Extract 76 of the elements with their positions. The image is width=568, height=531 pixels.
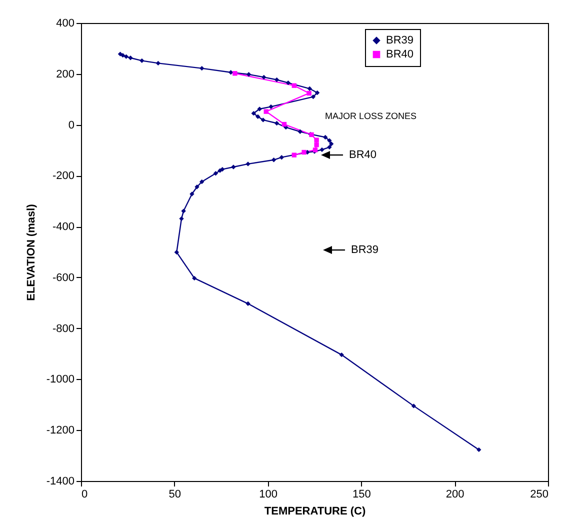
point	[411, 404, 416, 408]
point	[264, 109, 268, 114]
x-tick-label: 0	[82, 488, 88, 500]
point	[274, 120, 280, 126]
point	[194, 184, 200, 190]
point	[292, 152, 296, 158]
point	[298, 129, 302, 134]
x-tick-label: 100	[259, 488, 278, 500]
point	[286, 80, 291, 86]
point	[268, 104, 274, 110]
point	[246, 162, 250, 166]
point	[228, 70, 234, 75]
point	[271, 158, 276, 162]
point	[282, 122, 287, 127]
legend-label: BR39	[386, 34, 414, 46]
x-tick-label: 250	[530, 488, 548, 500]
point	[190, 192, 194, 196]
point	[174, 250, 179, 255]
y-tick-label: 200	[56, 68, 74, 80]
point	[476, 447, 482, 452]
point	[156, 60, 160, 66]
point	[314, 142, 319, 148]
point	[327, 144, 332, 150]
point	[262, 74, 266, 80]
x-tick-label: 50	[168, 488, 182, 500]
point	[322, 134, 328, 140]
y-tick-label: -1000	[46, 374, 74, 386]
x-tick-label: 200	[446, 488, 464, 500]
point	[292, 83, 296, 88]
point	[260, 118, 266, 122]
point	[140, 58, 144, 64]
point	[310, 94, 316, 100]
y-tick-label: -1400	[46, 476, 74, 488]
y-tick-label: -400	[52, 221, 74, 234]
point	[128, 56, 133, 60]
point	[302, 150, 306, 155]
point	[200, 179, 204, 184]
point	[246, 72, 252, 77]
point	[118, 52, 123, 56]
annotation: BR39	[351, 244, 379, 256]
point	[213, 171, 218, 176]
point	[218, 168, 222, 173]
annotation: BR40	[349, 149, 377, 161]
y-tick-label: -800	[52, 322, 74, 335]
point	[314, 90, 320, 96]
y-tick-label: 0	[68, 119, 74, 132]
legend-label: BR40	[386, 48, 414, 60]
point	[279, 155, 284, 160]
point	[339, 352, 344, 358]
point	[328, 142, 334, 146]
y-tick-label: -1200	[46, 424, 74, 437]
x-tick-label: 150	[352, 488, 371, 500]
point	[251, 110, 256, 116]
point	[124, 54, 129, 59]
point	[327, 138, 332, 143]
point	[306, 90, 312, 96]
point	[179, 216, 184, 222]
point	[200, 66, 204, 71]
y-tick-label: -200	[52, 170, 74, 182]
point	[232, 71, 238, 76]
point	[274, 77, 280, 82]
annotation: MAJOR LOSS ZONES	[325, 111, 417, 121]
point	[314, 138, 319, 142]
y-tick-label: 400	[56, 18, 74, 30]
point	[181, 208, 186, 214]
y-tick-label: -600	[52, 272, 74, 284]
y-axis-title: ELEVATION (masl)	[25, 204, 38, 301]
point	[320, 147, 324, 152]
point	[246, 301, 250, 306]
point	[257, 106, 262, 112]
point	[231, 164, 236, 170]
point	[256, 114, 260, 119]
point	[307, 86, 312, 91]
point	[120, 52, 126, 58]
x-axis-title: TEMPERATURE (C)	[264, 506, 366, 518]
point	[192, 276, 197, 281]
